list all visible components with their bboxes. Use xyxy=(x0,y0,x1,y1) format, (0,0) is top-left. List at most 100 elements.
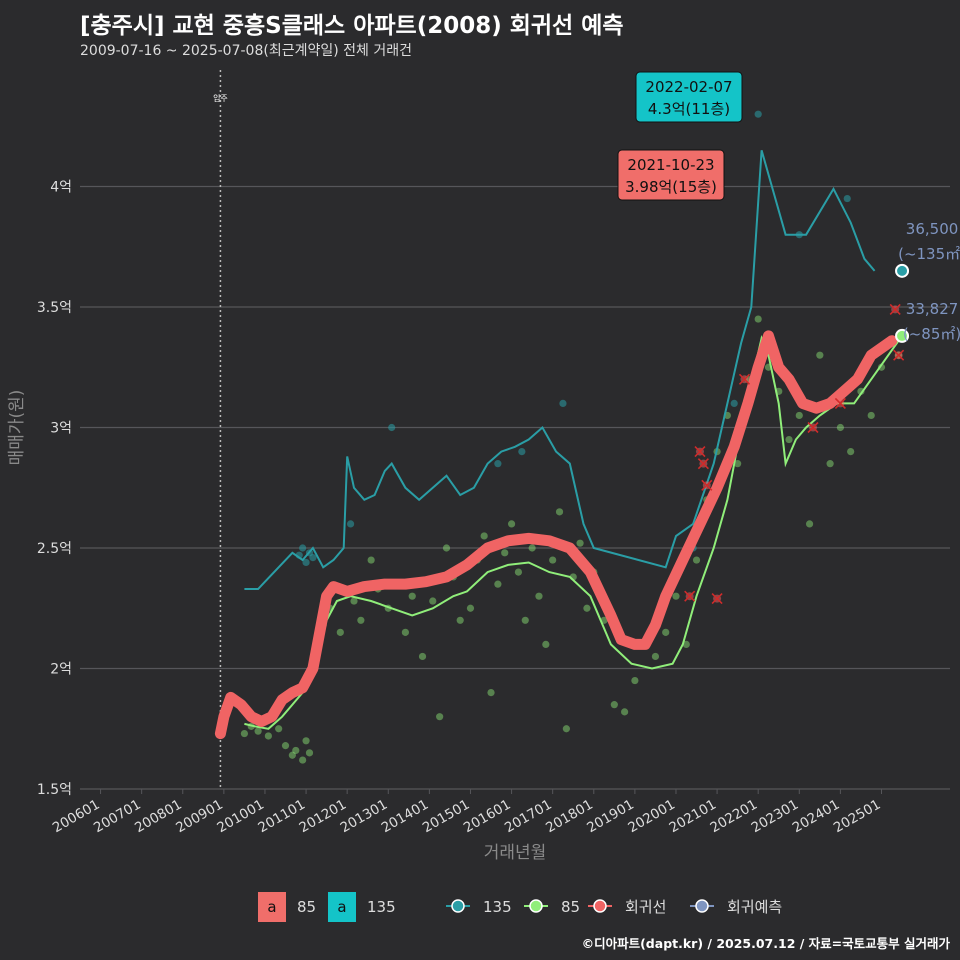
y-tick-label: 3억 xyxy=(50,421,72,437)
scatter-point-85 xyxy=(501,549,509,557)
scatter-point-85 xyxy=(521,616,529,624)
scatter-point-85 xyxy=(805,520,814,528)
x-mark xyxy=(738,373,751,385)
y-tick-label: 3.5억 xyxy=(37,300,72,316)
endpoint-marker-135 xyxy=(895,263,910,278)
scatter-point-85 xyxy=(292,746,300,755)
scatter-point-85 xyxy=(542,640,550,649)
annotation-box xyxy=(617,149,725,201)
x-mark xyxy=(701,479,713,491)
scatter-point-85 xyxy=(436,713,444,721)
scatter-point-85 xyxy=(549,556,557,564)
legend-line-label: 회귀선 xyxy=(625,898,666,916)
scatter-point-85 xyxy=(367,556,375,564)
scatter-point-85 xyxy=(555,508,564,516)
scatter-point-85 xyxy=(662,628,670,636)
scatter-point-85 xyxy=(350,597,358,605)
credit-line: ©디아파트(dapt.kr) / 2025.07.12 / 자료=국토교통부 실… xyxy=(581,936,950,951)
legend-fill-key: a xyxy=(337,898,346,916)
scatter-point-135 xyxy=(559,399,567,407)
scatter-point-85 xyxy=(651,652,660,661)
legend-line-marker xyxy=(451,899,465,913)
scatter-point-135 xyxy=(754,110,762,118)
y-tick-label: 4억 xyxy=(50,180,72,196)
scatter-point-135 xyxy=(388,423,396,432)
scatter-point-85 xyxy=(264,732,272,740)
scatter-point-85 xyxy=(836,423,844,432)
series-line-85 xyxy=(244,335,903,730)
scatter-point-85 xyxy=(401,628,409,636)
scatter-point-85 xyxy=(254,727,262,735)
legend-fill-swatch xyxy=(328,892,356,922)
annotation-date: 2022-02-07 xyxy=(645,78,732,96)
scatter-point-135 xyxy=(843,194,851,203)
legend-line-marker xyxy=(529,899,543,913)
scatter-point-85 xyxy=(487,689,495,697)
annotation-box xyxy=(635,71,743,123)
series-line-135 xyxy=(244,150,876,590)
scatter-point-85 xyxy=(336,628,344,636)
legend-line-label: 85 xyxy=(561,898,580,916)
scatter-point-85 xyxy=(754,315,762,323)
x-axis-title: 거래년월 xyxy=(484,843,547,863)
scatter-point-85 xyxy=(429,597,437,605)
legend-line-label: 135 xyxy=(483,898,512,916)
scatter-point-135 xyxy=(309,554,317,562)
scatter-point-85 xyxy=(621,708,629,716)
legend-line-label: 회귀예측 xyxy=(727,898,782,916)
scatter-point-85 xyxy=(682,640,690,649)
scatter-point-85 xyxy=(631,676,639,685)
regression-line xyxy=(214,330,898,740)
scatter-point-85 xyxy=(418,652,427,661)
move-in-label: 입주 xyxy=(213,94,228,103)
end-label-area: (~85㎡) xyxy=(903,325,960,343)
scatter-point-85 xyxy=(826,460,834,468)
x-tick-label: 202501 xyxy=(831,797,884,837)
end-label-area: (~135㎡) xyxy=(898,245,960,263)
scatter-point-85 xyxy=(302,737,310,745)
legend-fill-label: 135 xyxy=(367,898,396,916)
scatter-point-85 xyxy=(795,411,803,420)
scatter-point-85 xyxy=(305,749,314,757)
scatter-point-85 xyxy=(816,351,824,359)
legend-fill-label: 85 xyxy=(297,898,316,916)
scatter-point-85 xyxy=(466,604,475,612)
x-mark xyxy=(889,303,901,315)
scatter-point-85 xyxy=(357,616,365,624)
scatter-point-85 xyxy=(507,520,516,528)
scatter-point-85 xyxy=(275,725,283,733)
annotation-value: 4.3억(11층) xyxy=(648,100,730,118)
y-tick-label: 1.5억 xyxy=(37,782,72,798)
y-tick-label: 2.5억 xyxy=(37,541,72,557)
scatter-point-85 xyxy=(734,460,742,468)
scatter-point-135 xyxy=(346,520,355,528)
scatter-point-85 xyxy=(240,729,249,738)
y-tick-label: 2억 xyxy=(50,662,72,678)
scatter-point-85 xyxy=(867,411,875,420)
scatter-point-85 xyxy=(281,742,290,750)
scatter-point-85 xyxy=(576,539,584,547)
scatter-point-135 xyxy=(302,558,310,567)
x-mark xyxy=(834,397,846,409)
scatter-point-85 xyxy=(528,544,536,552)
scatter-point-85 xyxy=(535,592,543,600)
scatter-point-135 xyxy=(494,460,502,468)
scatter-point-85 xyxy=(583,604,591,612)
x-mark xyxy=(684,590,696,602)
legend-line-marker xyxy=(593,899,607,913)
scatter-point-85 xyxy=(514,568,523,576)
scatter-point-85 xyxy=(692,556,701,564)
scatter-point-85 xyxy=(847,448,855,456)
scatter-point-85 xyxy=(562,725,570,733)
chart-subtitle: 2009-07-16 ~ 2025-07-08(최근계약일) 전체 거래건 xyxy=(80,43,412,59)
endpoint-marker-85 xyxy=(895,328,910,343)
scatter-point-85 xyxy=(494,580,502,588)
scatter-point-85 xyxy=(299,756,307,764)
scatter-point-85 xyxy=(672,592,680,600)
end-label-value: 33,827 xyxy=(906,300,959,318)
scatter-point-135 xyxy=(299,544,307,552)
scatter-point-135 xyxy=(518,448,526,456)
scatter-point-85 xyxy=(480,532,488,540)
x-mark xyxy=(694,446,706,458)
